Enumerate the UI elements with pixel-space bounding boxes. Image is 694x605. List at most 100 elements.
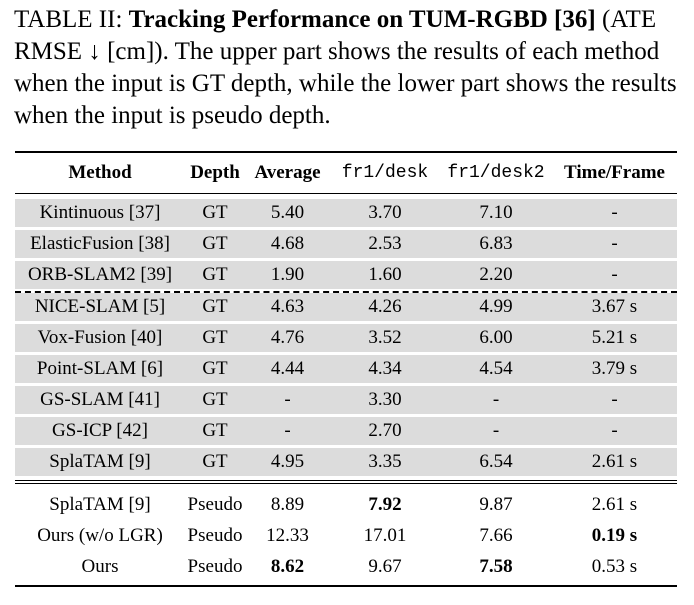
- cell-fr1-desk: 4.34: [368, 358, 402, 379]
- cell-time-per-frame: 3.67 s: [591, 296, 638, 317]
- header-average: Average: [254, 162, 321, 183]
- cell-depth: Pseudo: [187, 494, 243, 515]
- cell-method: Kintinuous [37]: [39, 202, 161, 223]
- cell-depth: Pseudo: [187, 525, 243, 546]
- cell-fr1-desk: 7.92: [368, 494, 402, 515]
- cell-depth: GT: [202, 264, 228, 285]
- cell-depth: GT: [202, 389, 228, 410]
- table-row: GS-SLAM [41] GT - 3.30 - -: [15, 386, 677, 414]
- cell-depth: GT: [202, 358, 228, 379]
- cell-fr1-desk2: 4.99: [479, 296, 513, 317]
- section-divider: [15, 291, 677, 293]
- cell-average: 4.95: [270, 451, 305, 472]
- cell-fr1-desk2: 6.83: [479, 233, 513, 254]
- cell-fr1-desk2: -: [492, 389, 500, 410]
- table-row: GS-ICP [42] GT - 2.70 - -: [15, 417, 677, 445]
- cell-average: 12.33: [266, 525, 309, 546]
- cell-method: SplaTAM [9]: [49, 494, 151, 515]
- cell-method: Point-SLAM [6]: [36, 358, 164, 379]
- cell-fr1-desk: 3.52: [368, 327, 402, 348]
- cell-fr1-desk: 2.70: [368, 420, 402, 441]
- cell-depth: GT: [202, 202, 228, 223]
- table-label: TABLE II:: [14, 6, 123, 33]
- cell-fr1-desk2: 6.00: [479, 327, 513, 348]
- cell-depth: Pseudo: [187, 556, 243, 577]
- cell-time-per-frame: 0.19 s: [591, 525, 638, 546]
- table-row: Ours (w/o LGR) Pseudo 12.33 17.01 7.66 0.19 s: [15, 522, 677, 550]
- cell-time-per-frame: -: [611, 233, 618, 254]
- cell-fr1-desk2: 7.10: [479, 202, 513, 223]
- header-row: Method Depth Average fr1/desk fr1/desk2 Time/…: [15, 155, 677, 191]
- cell-fr1-desk: 3.70: [368, 202, 402, 223]
- cell-average: 5.40: [270, 202, 305, 223]
- mid-rule-2: [15, 483, 677, 484]
- cell-average: -: [284, 389, 291, 410]
- cell-method: Ours (w/o LGR): [37, 525, 163, 546]
- cell-fr1-desk2: 7.66: [479, 525, 513, 546]
- cell-fr1-desk2: 6.54: [479, 451, 513, 472]
- cell-average: -: [284, 420, 291, 441]
- cell-average: 4.76: [270, 327, 305, 348]
- cell-fr1-desk: 3.35: [368, 451, 402, 472]
- cell-time-per-frame: 3.79 s: [591, 358, 638, 379]
- cell-time-per-frame: -: [611, 389, 618, 410]
- table-row: ElasticFusion [38] GT 4.68 2.53 6.83 -: [15, 230, 677, 258]
- cell-time-per-frame: -: [611, 202, 618, 223]
- table-row: SplaTAM [9] GT 4.95 3.35 6.54 2.61 s: [15, 448, 677, 476]
- header-fr1-desk: fr1/desk: [341, 163, 429, 183]
- header-method: Method: [68, 162, 132, 183]
- cell-time-per-frame: 2.61 s: [591, 451, 638, 472]
- table-row: Kintinuous [37] GT 5.40 3.70 7.10 -: [15, 199, 677, 227]
- cell-time-per-frame: 2.61 s: [591, 494, 638, 515]
- cell-depth: GT: [202, 420, 228, 441]
- cell-average: 1.90: [270, 264, 305, 285]
- table-row: SplaTAM [9] Pseudo 8.89 7.92 9.87 2.61 s: [15, 491, 677, 519]
- cell-time-per-frame: 5.21 s: [591, 327, 638, 348]
- table-row: Point-SLAM [6] GT 4.44 4.34 4.54 3.79 s: [15, 355, 677, 383]
- cell-average: 4.44: [270, 358, 305, 379]
- table-caption: TABLE II: Tracking Performance on TUM-RG…: [14, 4, 682, 132]
- cell-fr1-desk: 9.67: [368, 556, 402, 577]
- top-rule: [15, 151, 677, 153]
- cell-average: 4.63: [270, 296, 305, 317]
- cell-time-per-frame: 0.53 s: [591, 556, 638, 577]
- cell-fr1-desk2: -: [492, 420, 500, 441]
- cell-fr1-desk2: 4.54: [479, 358, 513, 379]
- header-rule: [15, 193, 677, 194]
- cell-method: NICE-SLAM [5]: [34, 296, 166, 317]
- cell-time-per-frame: -: [611, 420, 618, 441]
- mid-rule: [15, 480, 677, 481]
- cell-fr1-desk: 4.26: [368, 296, 402, 317]
- cell-fr1-desk2: 7.58: [479, 556, 513, 577]
- cell-depth: GT: [202, 233, 228, 254]
- cell-method: ElasticFusion [38]: [30, 233, 170, 254]
- table-row: ORB-SLAM2 [39] GT 1.90 1.60 2.20 -: [15, 261, 677, 289]
- cell-depth: GT: [202, 296, 228, 317]
- cell-depth: GT: [202, 327, 228, 348]
- cell-average: 8.62: [270, 556, 305, 577]
- cell-fr1-desk: 1.60: [368, 264, 402, 285]
- cell-depth: GT: [202, 451, 228, 472]
- cell-method: GS-ICP [42]: [52, 420, 148, 441]
- bottom-rule: [15, 585, 677, 587]
- header-depth: Depth: [190, 162, 240, 183]
- table-row: Vox-Fusion [40] GT 4.76 3.52 6.00 5.21 s: [15, 324, 677, 352]
- cell-fr1-desk2: 2.20: [479, 264, 513, 285]
- cell-method: SplaTAM [9]: [49, 451, 151, 472]
- header-fr1-desk2: fr1/desk2: [447, 163, 545, 183]
- header-time-per-frame: Time/Frame: [564, 162, 665, 183]
- cell-method: Vox-Fusion [40]: [37, 327, 163, 348]
- cell-average: 4.68: [270, 233, 305, 254]
- table-title: Tracking Performance on TUM-RGBD [36]: [128, 6, 596, 33]
- cell-fr1-desk2: 9.87: [479, 494, 513, 515]
- caption-text: (ATE RMSE ↓ [cm]). The upper part shows …: [14, 6, 677, 129]
- cell-method: ORB-SLAM2 [39]: [27, 264, 173, 285]
- cell-method: Ours: [81, 556, 119, 577]
- cell-average: 8.89: [270, 494, 305, 515]
- table-row: NICE-SLAM [5] GT 4.63 4.26 4.99 3.67 s: [15, 293, 677, 321]
- cell-fr1-desk: 2.53: [368, 233, 402, 254]
- cell-method: GS-SLAM [41]: [40, 389, 160, 410]
- cell-fr1-desk: 17.01: [363, 525, 407, 546]
- cell-time-per-frame: -: [611, 264, 618, 285]
- table-row: Ours Pseudo 8.62 9.67 7.58 0.53 s: [15, 553, 677, 581]
